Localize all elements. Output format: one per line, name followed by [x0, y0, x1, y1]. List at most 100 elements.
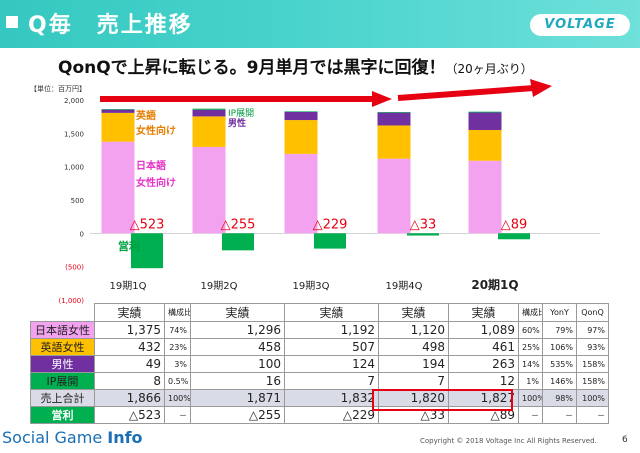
table-row-label: 日本語女性 — [30, 321, 95, 339]
operating-profit-bar — [222, 233, 254, 251]
copyright-text: Copyright © 2018 Voltage Inc All Rights … — [420, 437, 597, 445]
table-cell: 263 — [448, 355, 519, 373]
table-cell: 1,192 — [284, 321, 379, 339]
table-row: IP展開 8 0.5% 16 7 7 12 1% 146% 158% — [30, 372, 609, 390]
japanese-female-bar — [377, 158, 411, 234]
table-cell: 100% — [576, 389, 609, 407]
table-cell: 3% — [164, 355, 191, 373]
table-cell: 23% — [164, 338, 191, 356]
table-cell: 49 — [94, 355, 165, 373]
table-row: 売上合計1,866100%1,8711,8321,8201,827100%98%… — [30, 389, 609, 407]
table-cell: 1,866 — [94, 389, 165, 407]
table-header-cell: 実績 — [378, 303, 449, 322]
table-cell: 158% — [576, 372, 609, 390]
trend-arrow-1-head — [372, 91, 392, 107]
ip-bar — [468, 111, 502, 113]
legend-english-line2: 女性向け — [136, 124, 176, 137]
operating-profit-label: △523 — [130, 217, 165, 232]
table-cell: 1,375 — [94, 321, 165, 339]
table-cell: 535% — [542, 355, 577, 373]
table-header-row: 実績構成比実績実績実績実績構成比YonYQonQ — [31, 303, 609, 322]
table-header-cell: 構成比 — [164, 303, 191, 322]
table-cell: 7 — [378, 372, 449, 390]
table-cell: 7 — [284, 372, 379, 390]
y-tick-label: 1,500 — [64, 130, 84, 138]
table-cell: 158% — [576, 355, 609, 373]
table-cell: △229 — [284, 406, 379, 424]
y-tick-label: (500) — [65, 264, 84, 272]
header-bullet-icon — [6, 16, 18, 28]
table-cell: 432 — [94, 338, 165, 356]
highlight-box — [372, 389, 513, 411]
table-cell: 146% — [542, 372, 577, 390]
table-row: 営利 △523 － △255 △229 △33 △89 －－－ — [30, 406, 609, 424]
x-category-label: 19期1Q — [110, 280, 147, 292]
table-cell: 12 — [448, 372, 519, 390]
y-tick-label: 500 — [71, 197, 84, 205]
table-cell: △255 — [190, 406, 285, 424]
operating-profit-bar — [131, 233, 163, 269]
table-header-cell: YonY — [542, 303, 577, 322]
table-cell: 16 — [190, 372, 285, 390]
japanese-female-bar — [284, 153, 318, 234]
y-tick-label: 1,000 — [64, 164, 84, 172]
table-header-cell: 実績 — [284, 303, 379, 322]
table-cell: 507 — [284, 338, 379, 356]
operating-profit-label: △33 — [410, 217, 437, 232]
x-category-label: 20期1Q — [471, 277, 518, 292]
table-row-label: 営利 — [30, 406, 95, 424]
table-cell: 461 — [448, 338, 519, 356]
legend-english-line1: 英語 — [135, 109, 156, 122]
unit-label: 【単位：百万円】 — [30, 84, 86, 93]
english-female-bar — [192, 116, 226, 147]
sales-table: 実績構成比実績実績実績実績構成比YonYQonQ日本語女性1,37574%1,2… — [30, 303, 609, 424]
legend-japanese-line1: 日本語 — [136, 159, 166, 172]
subtitle-main: QonQで上昇に転じる。9月単月では黒字に回復！ — [58, 58, 446, 78]
table-cell: 458 — [190, 338, 285, 356]
table-corner-cell — [31, 304, 95, 322]
chart-subtitle: QonQで上昇に転じる。9月単月では黒字に回復！（20ヶ月ぶり） — [58, 53, 533, 78]
english-female-bar — [284, 120, 318, 154]
male-bar — [468, 112, 502, 130]
table-cell: 8 — [94, 372, 165, 390]
x-category-label: 19期2Q — [201, 280, 238, 292]
table-cell: 100% — [518, 389, 543, 407]
table-cell: 106% — [542, 338, 577, 356]
operating-profit-bar — [314, 233, 346, 249]
page-number: 6 — [622, 435, 628, 445]
table-row-label: 男性 — [30, 355, 95, 373]
operating-profit-label: △89 — [501, 217, 528, 232]
table-header-cell: 実績 — [190, 303, 285, 322]
table-cell: 194 — [378, 355, 449, 373]
ip-bar — [284, 111, 318, 112]
table-cell: 14% — [518, 355, 543, 373]
english-female-bar — [101, 112, 135, 142]
ip-bar — [101, 109, 135, 110]
table-header-cell: 構成比 — [518, 303, 543, 322]
male-bar — [377, 112, 411, 126]
table-cell: 100% — [164, 389, 191, 407]
japanese-female-bar — [101, 141, 135, 234]
table-row: 男性 49 3% 100 124 194 263 14% 535% 158% — [30, 355, 609, 373]
operating-profit-label: △255 — [221, 217, 256, 232]
table-cell: 0.5% — [164, 372, 191, 390]
male-bar — [192, 109, 226, 117]
table-cell: 97% — [576, 321, 609, 339]
x-category-label: 19期4Q — [386, 280, 423, 292]
table-cell: 60% — [518, 321, 543, 339]
page-title: Q毎 売上推移 — [28, 13, 193, 38]
voltage-logo: VOLTAGE — [530, 14, 630, 36]
subtitle-note: （20ヶ月ぶり） — [445, 62, 533, 76]
table-row-label: 英語女性 — [30, 338, 95, 356]
japanese-female-bar — [468, 160, 502, 234]
y-tick-label: (1,000) — [58, 297, 84, 305]
legend-profit: 営利 — [118, 239, 140, 253]
header-bar: Q毎 売上推移 VOLTAGE — [0, 0, 640, 48]
table-cell: 124 — [284, 355, 379, 373]
table-cell: 74% — [164, 321, 191, 339]
japanese-female-bar — [192, 146, 226, 234]
table-cell: 1,820 — [378, 389, 449, 407]
ip-bar — [377, 112, 411, 113]
table-cell: 98% — [542, 389, 577, 407]
operating-profit-label: △229 — [313, 217, 348, 232]
